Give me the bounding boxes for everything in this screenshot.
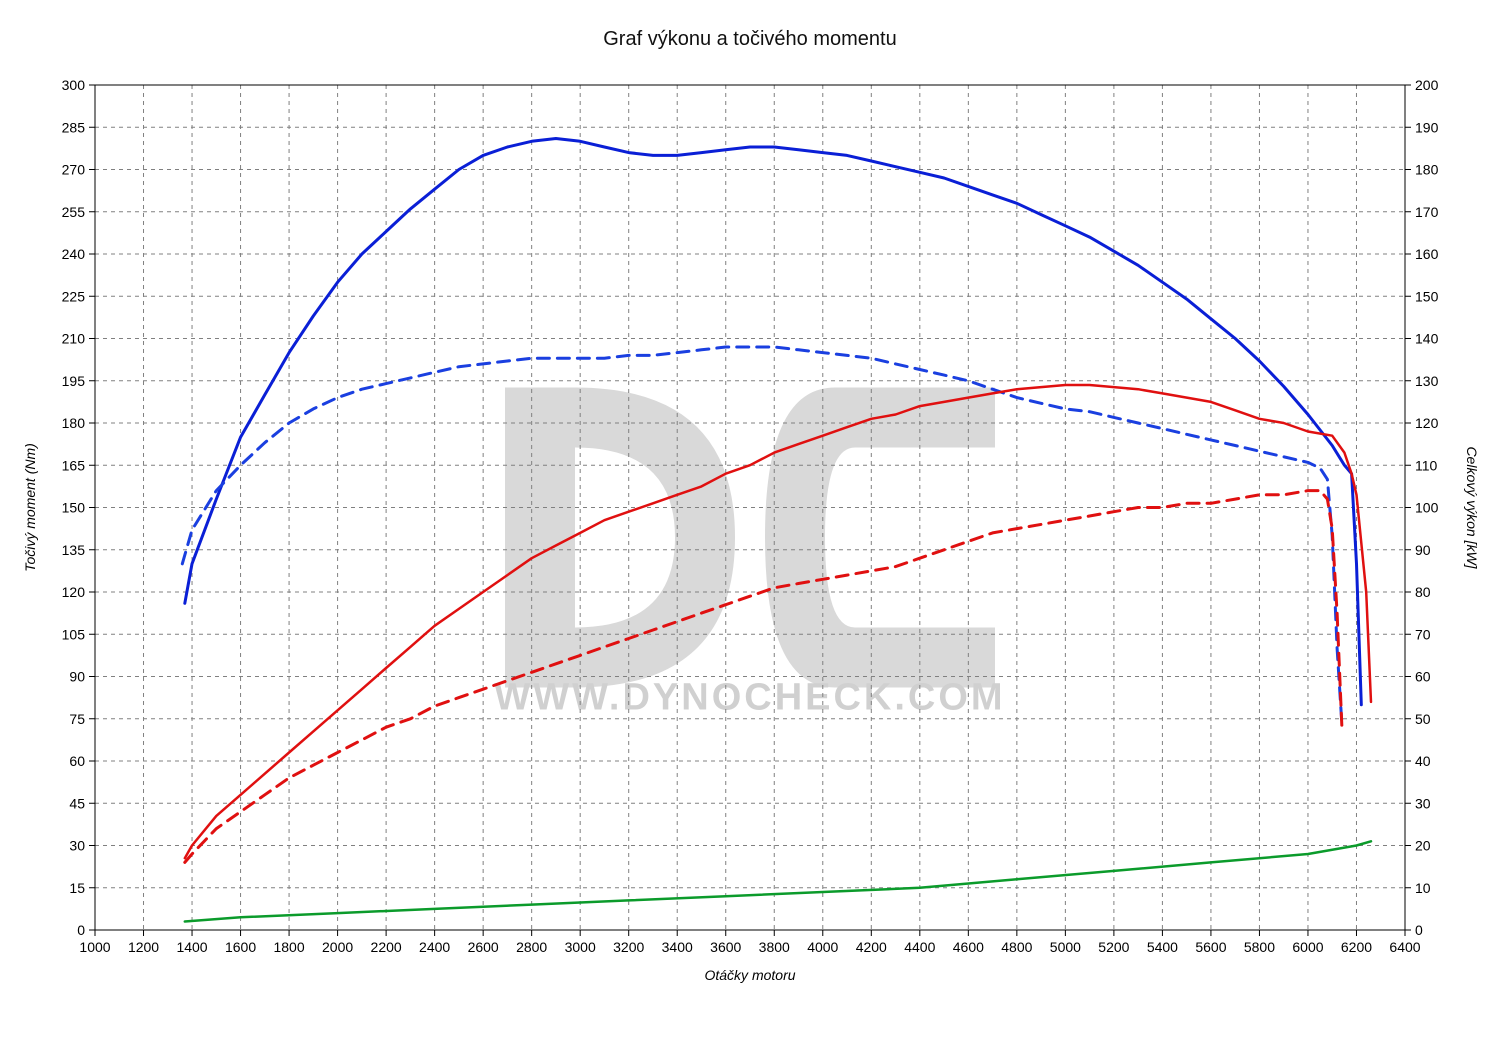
- x-axis-label-svg: Otáčky motoru: [704, 967, 795, 983]
- svg-text:4600: 4600: [953, 939, 984, 955]
- svg-text:30: 30: [1415, 795, 1431, 811]
- svg-text:30: 30: [69, 838, 85, 854]
- svg-text:110: 110: [1415, 457, 1438, 473]
- svg-text:6400: 6400: [1389, 939, 1420, 955]
- svg-text:135: 135: [62, 542, 86, 558]
- svg-text:1600: 1600: [225, 939, 256, 955]
- svg-text:60: 60: [69, 753, 85, 769]
- svg-text:45: 45: [69, 795, 85, 811]
- svg-text:190: 190: [1415, 119, 1439, 135]
- chart-canvas: WWW.DYNOCHECK.COM10001200140016001800200…: [0, 0, 1500, 1041]
- svg-text:3600: 3600: [710, 939, 741, 955]
- svg-text:5800: 5800: [1244, 939, 1275, 955]
- svg-text:80: 80: [1415, 584, 1431, 600]
- svg-text:105: 105: [62, 626, 86, 642]
- svg-text:60: 60: [1415, 669, 1431, 685]
- svg-text:1200: 1200: [128, 939, 159, 955]
- svg-text:15: 15: [69, 880, 85, 896]
- svg-text:180: 180: [1415, 162, 1439, 178]
- svg-text:20: 20: [1415, 838, 1431, 854]
- svg-text:180: 180: [62, 415, 86, 431]
- svg-text:120: 120: [62, 584, 86, 600]
- svg-text:75: 75: [69, 711, 85, 727]
- svg-text:1800: 1800: [273, 939, 304, 955]
- svg-text:2800: 2800: [516, 939, 547, 955]
- svg-text:2000: 2000: [322, 939, 353, 955]
- svg-text:10: 10: [1415, 880, 1431, 896]
- svg-text:300: 300: [62, 77, 86, 93]
- svg-text:195: 195: [62, 373, 86, 389]
- svg-text:4200: 4200: [856, 939, 887, 955]
- svg-text:1400: 1400: [176, 939, 207, 955]
- svg-text:150: 150: [62, 500, 86, 516]
- y-left-label-svg: Točivý moment (Nm): [22, 443, 38, 572]
- svg-text:6000: 6000: [1292, 939, 1323, 955]
- svg-text:1000: 1000: [79, 939, 110, 955]
- svg-text:160: 160: [1415, 246, 1439, 262]
- svg-text:2400: 2400: [419, 939, 450, 955]
- svg-text:165: 165: [62, 457, 86, 473]
- svg-text:0: 0: [1415, 922, 1423, 938]
- svg-text:90: 90: [69, 669, 85, 685]
- svg-text:2600: 2600: [468, 939, 499, 955]
- dyno-chart: WWW.DYNOCHECK.COM10001200140016001800200…: [0, 0, 1500, 1041]
- svg-text:4400: 4400: [904, 939, 935, 955]
- svg-text:225: 225: [62, 288, 86, 304]
- svg-text:2200: 2200: [371, 939, 402, 955]
- svg-text:150: 150: [1415, 288, 1439, 304]
- svg-text:4000: 4000: [807, 939, 838, 955]
- svg-text:3800: 3800: [759, 939, 790, 955]
- y-right-label-svg: Celkový výkon [kW]: [1464, 446, 1480, 569]
- svg-text:4800: 4800: [1001, 939, 1032, 955]
- svg-text:WWW.DYNOCHECK.COM: WWW.DYNOCHECK.COM: [494, 677, 1005, 719]
- svg-text:5000: 5000: [1050, 939, 1081, 955]
- svg-text:140: 140: [1415, 331, 1439, 347]
- svg-text:120: 120: [1415, 415, 1439, 431]
- svg-text:5400: 5400: [1147, 939, 1178, 955]
- svg-text:285: 285: [62, 119, 86, 135]
- svg-text:5600: 5600: [1195, 939, 1226, 955]
- svg-text:3400: 3400: [662, 939, 693, 955]
- svg-text:255: 255: [62, 204, 86, 220]
- svg-text:130: 130: [1415, 373, 1439, 389]
- svg-text:200: 200: [1415, 77, 1439, 93]
- svg-text:3200: 3200: [613, 939, 644, 955]
- svg-text:50: 50: [1415, 711, 1431, 727]
- svg-text:5200: 5200: [1098, 939, 1129, 955]
- svg-text:3000: 3000: [565, 939, 596, 955]
- svg-text:100: 100: [1415, 500, 1439, 516]
- svg-text:40: 40: [1415, 753, 1431, 769]
- svg-text:210: 210: [62, 331, 86, 347]
- svg-text:240: 240: [62, 246, 86, 262]
- svg-text:90: 90: [1415, 542, 1431, 558]
- svg-text:170: 170: [1415, 204, 1439, 220]
- svg-text:70: 70: [1415, 626, 1431, 642]
- svg-text:6200: 6200: [1341, 939, 1372, 955]
- svg-text:270: 270: [62, 162, 86, 178]
- chart-title-svg: Graf výkonu a točivého momentu: [603, 28, 896, 50]
- svg-text:0: 0: [77, 922, 85, 938]
